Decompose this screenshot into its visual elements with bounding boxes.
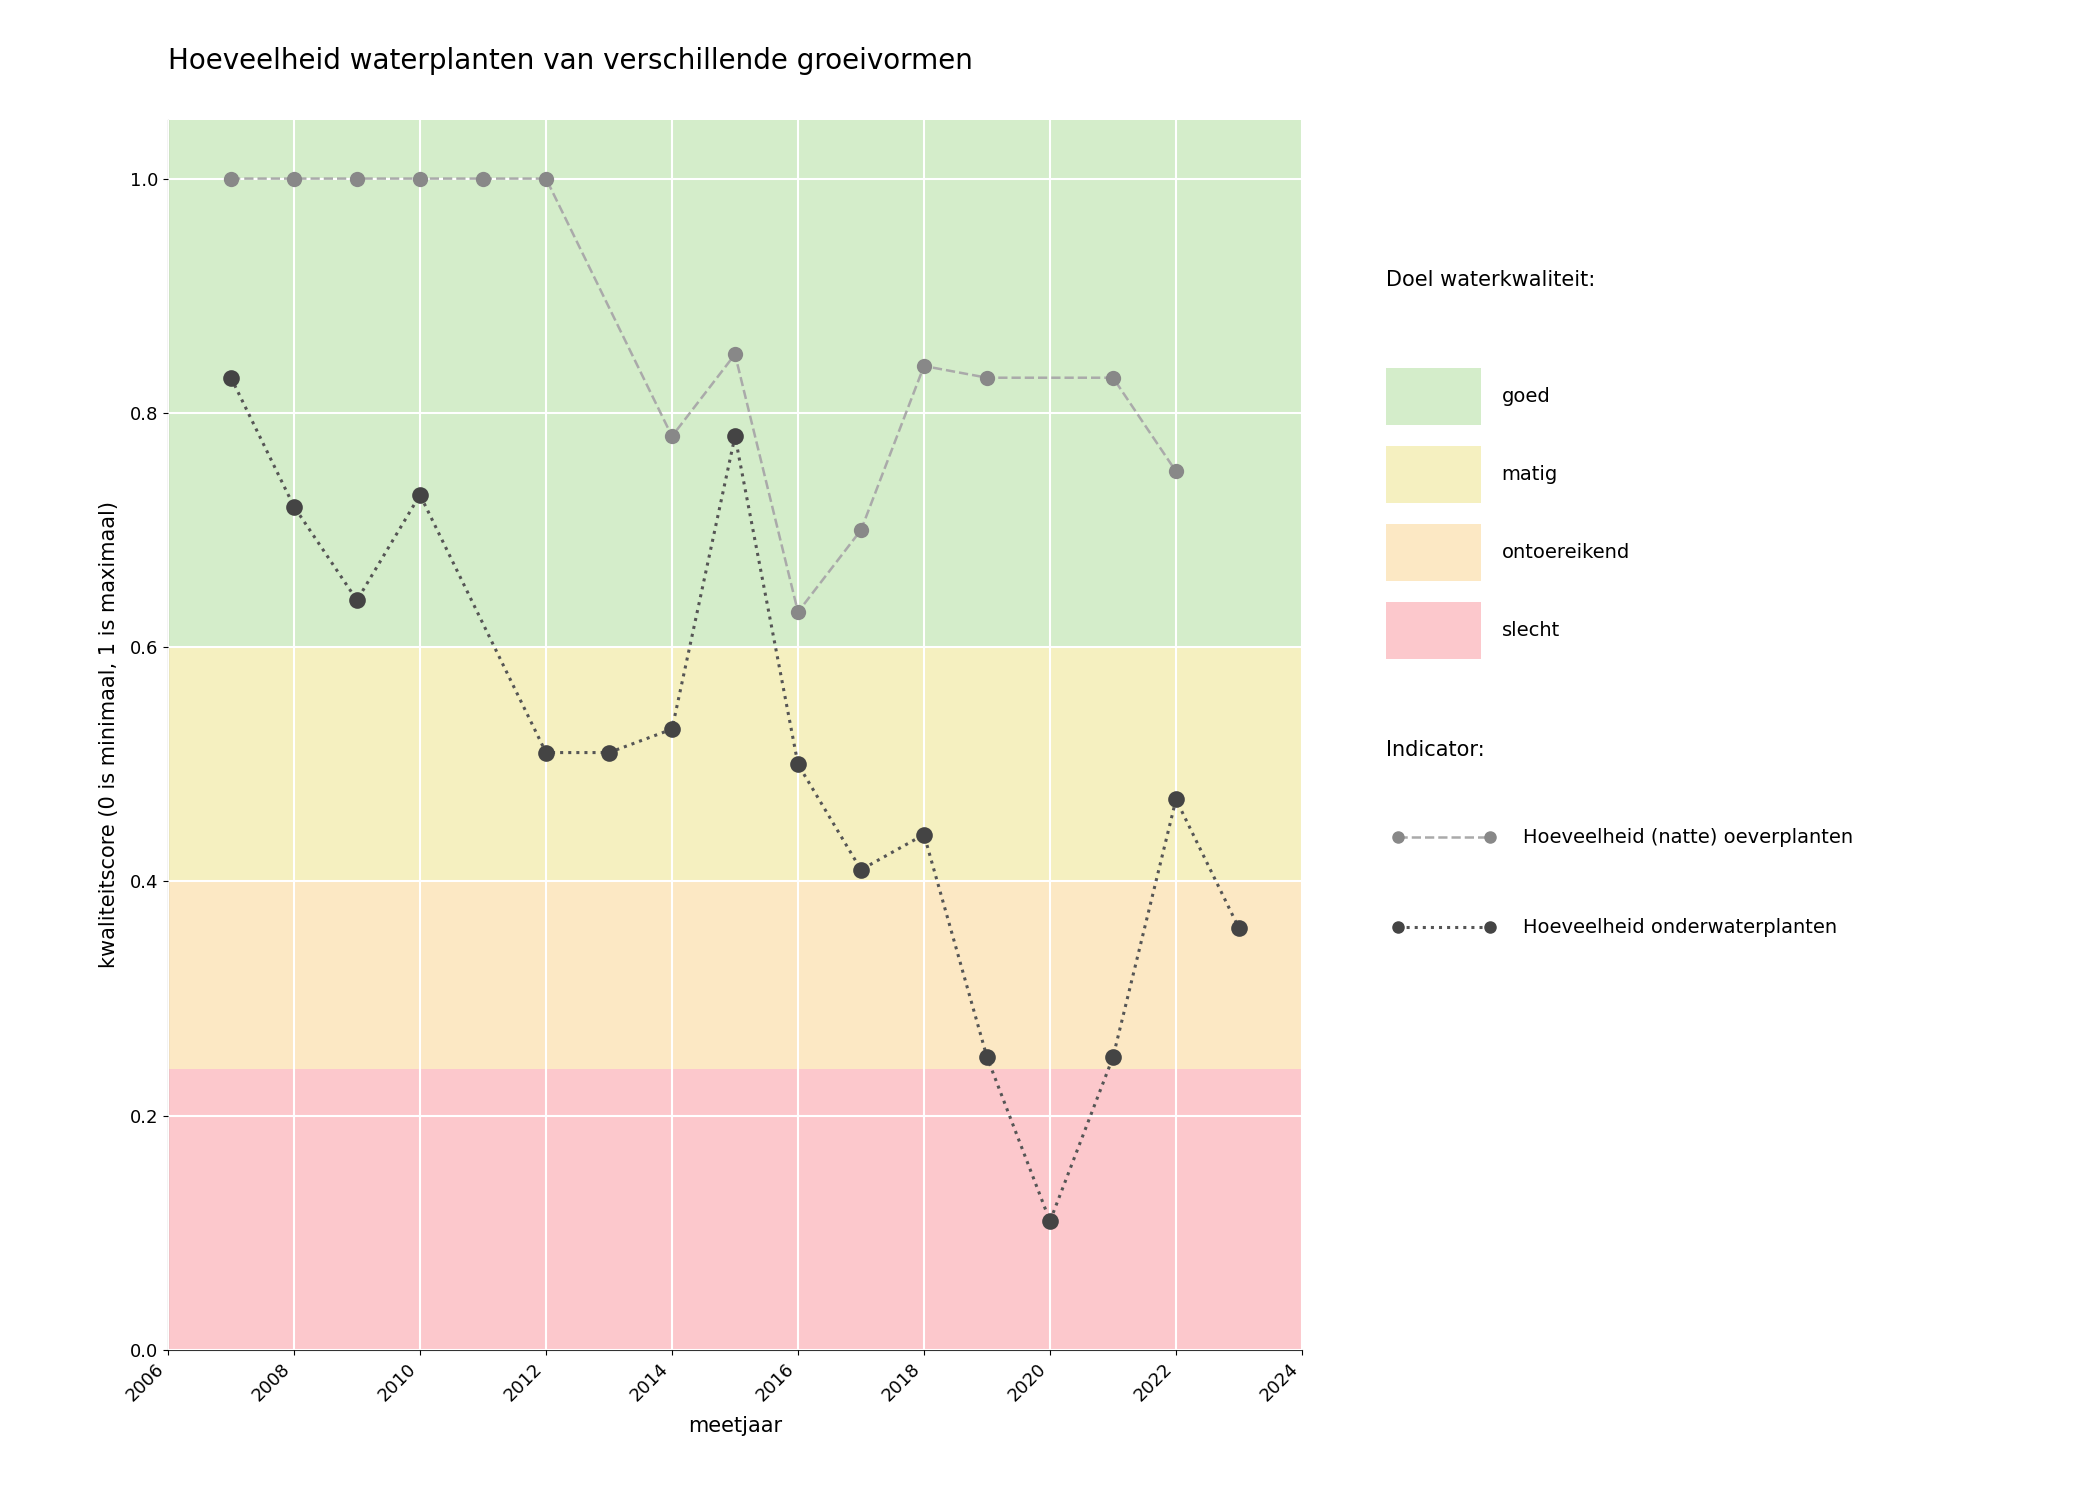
Y-axis label: kwaliteitscore (0 is minimaal, 1 is maximaal): kwaliteitscore (0 is minimaal, 1 is maxi… bbox=[99, 501, 120, 969]
Text: Hoeveelheid (natte) oeverplanten: Hoeveelheid (natte) oeverplanten bbox=[1522, 828, 1852, 846]
Bar bbox=[168, 1070, 1302, 1350]
X-axis label: meetjaar: meetjaar bbox=[689, 1416, 781, 1436]
Text: slecht: slecht bbox=[1502, 621, 1560, 639]
Bar bbox=[168, 120, 1302, 646]
Text: goed: goed bbox=[1502, 387, 1550, 405]
Text: Hoeveelheid waterplanten van verschillende groeivormen: Hoeveelheid waterplanten van verschillen… bbox=[168, 46, 972, 75]
Text: Doel waterkwaliteit:: Doel waterkwaliteit: bbox=[1386, 270, 1596, 290]
Bar bbox=[168, 646, 1302, 882]
Bar bbox=[168, 882, 1302, 1070]
Text: matig: matig bbox=[1502, 465, 1558, 483]
Text: Hoeveelheid onderwaterplanten: Hoeveelheid onderwaterplanten bbox=[1522, 918, 1838, 936]
Text: ontoereikend: ontoereikend bbox=[1502, 543, 1630, 561]
Text: Indicator:: Indicator: bbox=[1386, 740, 1485, 759]
